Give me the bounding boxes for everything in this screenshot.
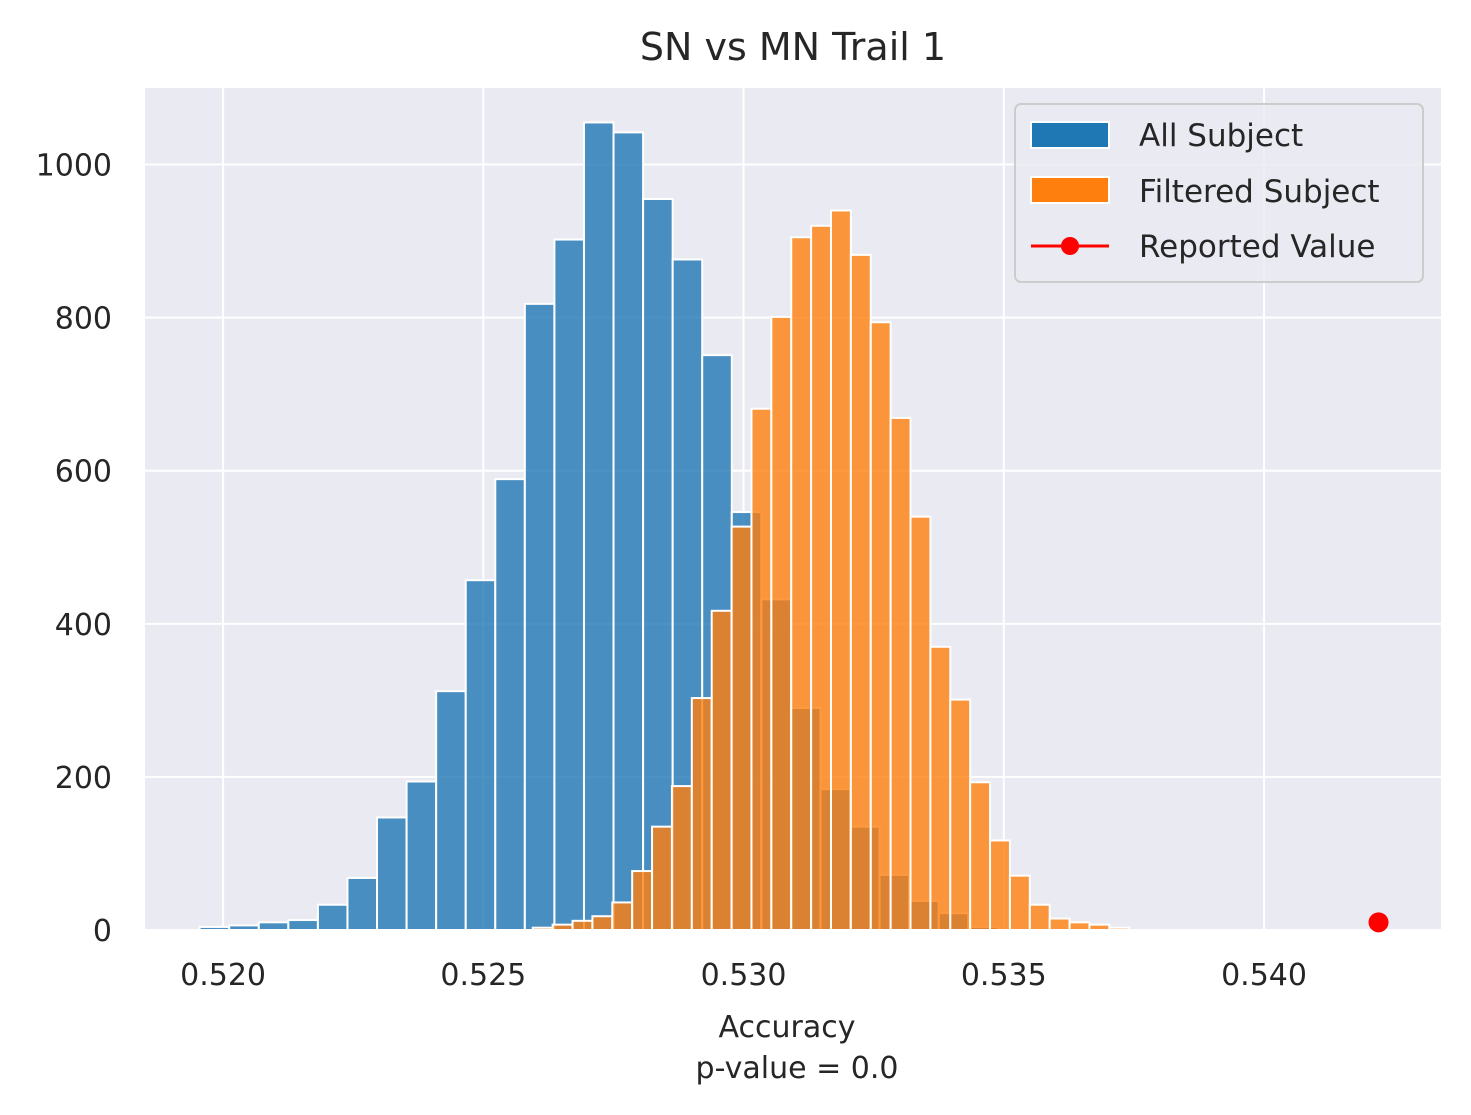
all-subject-bar bbox=[642, 197, 674, 931]
filtered-subject-bar bbox=[810, 224, 832, 932]
filtered-subject-bar bbox=[1008, 874, 1031, 931]
legend-label-filtered-subject: Filtered Subject bbox=[1139, 174, 1380, 210]
x-tick-label: 0.520 bbox=[180, 958, 266, 993]
filtered-subject-bar bbox=[889, 416, 912, 932]
all-subject-bar bbox=[228, 924, 260, 932]
y-tick-label: 400 bbox=[55, 608, 112, 643]
y-tick-label: 0 bbox=[93, 914, 112, 949]
all-subject-bar bbox=[494, 478, 526, 931]
x-tick-label: 0.535 bbox=[961, 958, 1047, 993]
filtered-subject-bar bbox=[730, 525, 753, 931]
filtered-subject-bars bbox=[531, 209, 1131, 932]
y-tick-label: 600 bbox=[55, 455, 112, 490]
filtered-subject-bar bbox=[710, 609, 733, 932]
filtered-subject-bar bbox=[989, 839, 1011, 932]
x-axis-sublabel: p-value = 0.0 bbox=[696, 1051, 899, 1086]
legend-frame bbox=[1014, 103, 1424, 283]
filtered-subject-bar bbox=[770, 315, 793, 931]
filtered-subject-bar bbox=[869, 321, 892, 932]
all-subject-bar bbox=[435, 690, 467, 931]
all-subject-bar bbox=[553, 238, 585, 931]
filtered-subject-bar bbox=[591, 915, 614, 931]
legend-label-all-subject: All Subject bbox=[1139, 118, 1303, 154]
filtered-subject-bar bbox=[909, 515, 932, 931]
y-tick-label: 1000 bbox=[36, 149, 112, 184]
filtered-subject-bar bbox=[790, 236, 813, 932]
all-subject-bar bbox=[464, 579, 497, 931]
filtered-subject-bar bbox=[651, 825, 673, 931]
filtered-subject-bar bbox=[929, 645, 952, 931]
filtered-subject-bar bbox=[631, 870, 654, 931]
all-subject-bar bbox=[346, 876, 379, 932]
x-tick-label: 0.540 bbox=[1221, 958, 1307, 993]
filtered-subject-bar bbox=[611, 901, 634, 932]
legend-swatch-all-subject bbox=[1030, 121, 1110, 149]
chart-title: SN vs MN Trail 1 bbox=[640, 25, 946, 69]
all-subject-bar bbox=[582, 121, 615, 932]
filtered-subject-bar bbox=[571, 919, 594, 932]
filtered-subject-bar bbox=[1088, 923, 1111, 932]
all-subject-bar bbox=[198, 925, 231, 931]
filtered-subject-bar bbox=[949, 698, 972, 932]
filtered-subject-bar bbox=[849, 253, 872, 932]
filtered-subject-bar bbox=[1048, 917, 1071, 932]
legend-label-reported-value: Reported Value bbox=[1139, 229, 1376, 265]
filtered-subject-bar bbox=[690, 697, 713, 931]
filtered-subject-bar bbox=[1028, 903, 1051, 931]
x-tick-labels: 0.520 0.525 0.530 0.535 0.540 bbox=[180, 958, 1307, 993]
all-subject-bar bbox=[257, 921, 290, 932]
filtered-subject-bar bbox=[551, 923, 574, 932]
filtered-subject-bar bbox=[829, 209, 852, 932]
x-axis-label: Accuracy bbox=[719, 1010, 856, 1045]
filtered-subject-bar bbox=[531, 926, 554, 931]
x-tick-label: 0.525 bbox=[440, 958, 526, 993]
legend-marker-reported-value bbox=[1061, 237, 1079, 255]
all-subject-bar bbox=[376, 816, 408, 932]
filtered-subject-bar bbox=[1108, 926, 1131, 931]
all-subject-bar bbox=[523, 302, 556, 932]
legend: All Subject Filtered Subject Reported Va… bbox=[1014, 103, 1424, 283]
x-tick-label: 0.530 bbox=[701, 958, 787, 993]
reported-value-point bbox=[1368, 912, 1389, 933]
y-tick-label: 800 bbox=[55, 302, 112, 337]
y-tick-label: 200 bbox=[55, 761, 112, 796]
filtered-subject-bar bbox=[969, 781, 992, 931]
filtered-subject-bar bbox=[750, 407, 773, 931]
filtered-subject-bar bbox=[1068, 921, 1091, 932]
all-subject-bar bbox=[316, 903, 349, 931]
all-subject-bar bbox=[287, 919, 319, 931]
legend-swatch-filtered-subject bbox=[1030, 176, 1110, 204]
reported-value-points bbox=[1368, 912, 1389, 933]
y-tick-labels: 0 200 400 600 800 1000 bbox=[36, 149, 112, 949]
all-subject-bar bbox=[405, 780, 438, 932]
all-subject-bar bbox=[612, 131, 645, 931]
filtered-subject-bar bbox=[670, 785, 693, 931]
